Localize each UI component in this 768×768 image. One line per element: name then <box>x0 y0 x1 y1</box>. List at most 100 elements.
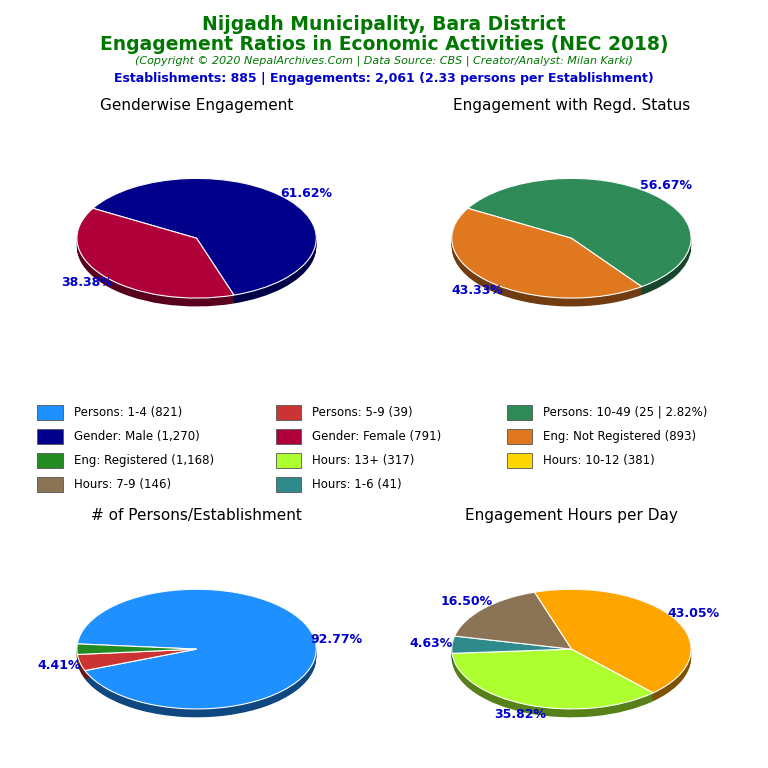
Wedge shape <box>452 650 653 710</box>
Wedge shape <box>93 187 316 303</box>
Wedge shape <box>455 598 571 654</box>
Text: 16.50%: 16.50% <box>441 595 493 608</box>
Wedge shape <box>535 598 691 701</box>
Bar <box>276 453 301 468</box>
Wedge shape <box>535 597 691 700</box>
Text: Hours: 7-9 (146): Hours: 7-9 (146) <box>74 478 170 491</box>
Wedge shape <box>78 596 316 716</box>
Wedge shape <box>452 210 642 300</box>
Wedge shape <box>452 217 642 306</box>
Wedge shape <box>78 589 316 709</box>
Wedge shape <box>77 646 197 657</box>
Wedge shape <box>452 636 571 654</box>
Wedge shape <box>77 208 234 298</box>
Wedge shape <box>77 210 234 300</box>
Text: 61.62%: 61.62% <box>280 187 333 200</box>
Text: 35.82%: 35.82% <box>494 708 546 721</box>
Wedge shape <box>468 185 691 293</box>
Wedge shape <box>78 594 316 714</box>
Wedge shape <box>468 187 691 295</box>
Wedge shape <box>452 216 642 306</box>
Wedge shape <box>455 595 571 652</box>
Wedge shape <box>77 644 197 654</box>
Wedge shape <box>452 213 642 303</box>
Text: Persons: 1-4 (821): Persons: 1-4 (821) <box>74 406 182 419</box>
Wedge shape <box>78 657 197 679</box>
Wedge shape <box>452 657 653 717</box>
Wedge shape <box>452 651 653 711</box>
Wedge shape <box>78 591 316 710</box>
Wedge shape <box>78 594 316 713</box>
Text: 38.38%: 38.38% <box>61 276 113 290</box>
Wedge shape <box>468 178 691 286</box>
Wedge shape <box>93 180 316 297</box>
Wedge shape <box>452 211 642 301</box>
Wedge shape <box>77 650 197 660</box>
Text: Eng: Not Registered (893): Eng: Not Registered (893) <box>543 430 696 443</box>
Wedge shape <box>455 601 571 657</box>
Wedge shape <box>93 185 316 302</box>
Wedge shape <box>78 595 316 715</box>
Text: Persons: 10-49 (25 | 2.82%): Persons: 10-49 (25 | 2.82%) <box>543 406 707 419</box>
Wedge shape <box>78 653 197 674</box>
Wedge shape <box>78 651 197 673</box>
Wedge shape <box>78 650 197 672</box>
Wedge shape <box>77 651 197 662</box>
Wedge shape <box>93 184 316 301</box>
Wedge shape <box>535 592 691 696</box>
Text: Eng: Registered (1,168): Eng: Registered (1,168) <box>74 454 214 467</box>
Wedge shape <box>535 589 691 693</box>
Wedge shape <box>452 655 653 715</box>
Bar <box>507 429 532 444</box>
Wedge shape <box>452 644 571 662</box>
Wedge shape <box>452 649 653 709</box>
Text: 43.05%: 43.05% <box>667 607 719 620</box>
Wedge shape <box>535 589 691 693</box>
Wedge shape <box>77 208 234 298</box>
Wedge shape <box>77 652 197 663</box>
Wedge shape <box>78 654 197 676</box>
Wedge shape <box>452 212 642 302</box>
Text: Nijgadh Municipality, Bara District: Nijgadh Municipality, Bara District <box>202 15 566 35</box>
Bar <box>507 453 532 468</box>
Wedge shape <box>77 644 197 654</box>
Wedge shape <box>93 183 316 300</box>
Text: 4.63%: 4.63% <box>409 637 452 650</box>
Text: 43.33%: 43.33% <box>451 284 503 297</box>
Text: 4.41%: 4.41% <box>38 659 81 671</box>
Wedge shape <box>452 641 571 659</box>
Wedge shape <box>93 178 316 295</box>
Bar <box>276 477 301 492</box>
Wedge shape <box>93 186 316 303</box>
Bar <box>38 405 63 420</box>
Wedge shape <box>77 650 197 661</box>
Wedge shape <box>77 215 234 305</box>
Wedge shape <box>452 638 571 656</box>
Wedge shape <box>468 180 691 289</box>
Wedge shape <box>452 640 571 657</box>
Wedge shape <box>77 213 234 303</box>
Wedge shape <box>452 654 653 713</box>
Text: Hours: 13+ (317): Hours: 13+ (317) <box>312 454 414 467</box>
Wedge shape <box>452 637 571 655</box>
Text: 56.67%: 56.67% <box>640 179 692 192</box>
Text: Hours: 1-6 (41): Hours: 1-6 (41) <box>312 478 402 491</box>
Wedge shape <box>77 214 234 304</box>
Wedge shape <box>535 595 691 699</box>
Wedge shape <box>78 649 197 670</box>
Wedge shape <box>77 647 197 657</box>
Wedge shape <box>455 592 571 649</box>
Wedge shape <box>78 593 316 713</box>
Wedge shape <box>455 594 571 651</box>
Wedge shape <box>452 209 642 299</box>
Wedge shape <box>452 641 571 658</box>
Bar <box>276 429 301 444</box>
Wedge shape <box>77 212 234 302</box>
Wedge shape <box>93 180 316 296</box>
Wedge shape <box>78 650 197 671</box>
Wedge shape <box>78 590 316 710</box>
Bar <box>38 477 63 492</box>
Wedge shape <box>452 649 653 709</box>
Wedge shape <box>452 653 653 713</box>
Wedge shape <box>468 184 691 292</box>
